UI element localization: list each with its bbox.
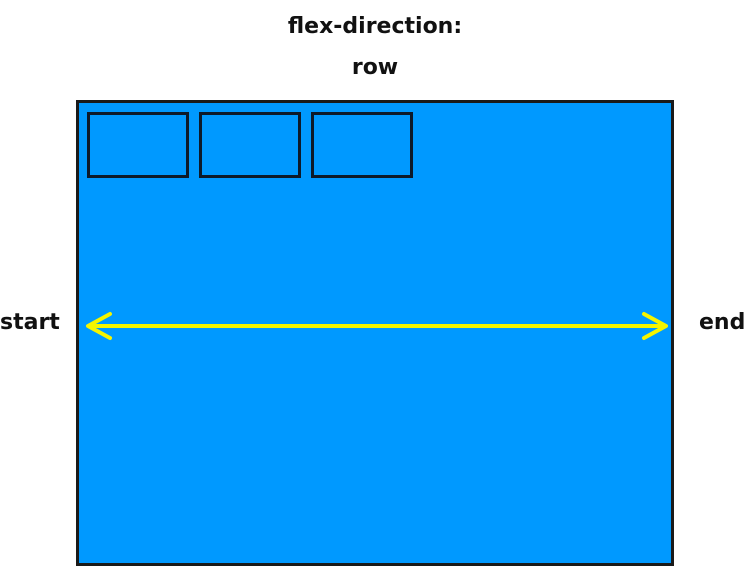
flex-item-1 — [87, 112, 189, 178]
main-axis-arrow — [86, 312, 668, 340]
diagram-title-value: row — [351, 55, 399, 80]
flex-item-2 — [199, 112, 301, 178]
axis-start-label: start — [0, 310, 60, 335]
arrow-head-end — [642, 312, 668, 340]
axis-end-label: end — [699, 310, 746, 335]
arrow-head-start — [86, 312, 112, 340]
flex-container — [76, 100, 674, 566]
diagram-title-property: flex-direction: — [287, 14, 463, 39]
flex-item-3 — [311, 112, 413, 178]
